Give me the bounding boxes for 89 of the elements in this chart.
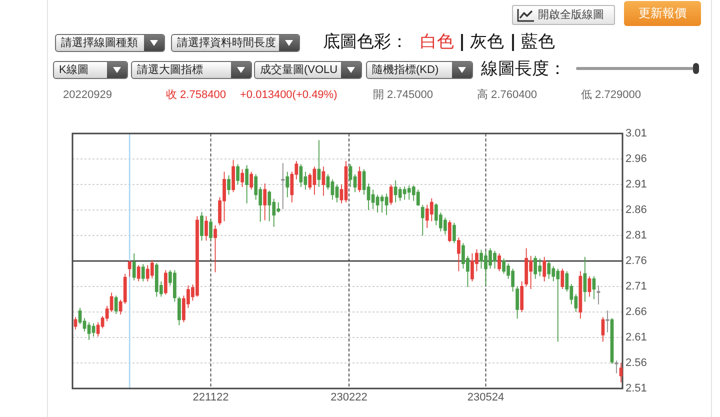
candlestick xyxy=(74,316,78,330)
y-tick-label: 2.71 xyxy=(626,280,647,292)
candlestick xyxy=(92,322,96,337)
y-tick-label: 2.81 xyxy=(626,229,647,242)
candlestick xyxy=(542,256,546,282)
candlestick xyxy=(299,164,303,188)
x-tick-label: 230222 xyxy=(330,392,368,404)
select: 請選大圖指標 xyxy=(131,61,252,79)
y-tick-label: 2.56 xyxy=(626,356,647,369)
candlestick xyxy=(286,171,290,198)
candlestick xyxy=(330,178,334,200)
candlestick xyxy=(534,255,538,280)
y-tick-label: 2.91 xyxy=(626,178,647,190)
candlestick xyxy=(164,270,168,296)
candlestick xyxy=(601,316,605,342)
candlestick xyxy=(452,222,456,244)
candlestick xyxy=(614,360,618,374)
candlestick xyxy=(178,296,181,326)
select: 隨機指標(KD) xyxy=(366,61,473,79)
text: 線圖長度： xyxy=(481,59,566,79)
y-tick-label: 2.51 xyxy=(626,382,647,394)
candlestick xyxy=(448,220,452,243)
text: 低 2.729000 xyxy=(581,89,641,102)
x-tick-label: 230524 xyxy=(467,392,504,404)
candlestick xyxy=(596,285,600,305)
candlestick xyxy=(250,171,254,190)
candlestick xyxy=(281,162,285,210)
candlestick xyxy=(416,189,420,206)
candlestick xyxy=(128,260,132,278)
candlestick xyxy=(619,362,623,383)
candlestick xyxy=(136,264,140,282)
select: 成交量圖(VOLU xyxy=(254,61,362,79)
candlestick xyxy=(498,252,501,272)
candlestick xyxy=(172,270,176,302)
candlestick xyxy=(384,193,388,216)
candlestick xyxy=(236,164,240,185)
candlestick xyxy=(547,260,551,280)
text: 白色 xyxy=(420,32,454,52)
candlestick xyxy=(141,264,145,282)
candlestick xyxy=(606,310,610,333)
candlestick xyxy=(317,140,321,188)
candlestick xyxy=(344,160,348,203)
candlestick xyxy=(588,276,592,298)
candlestick xyxy=(245,164,249,204)
candlestick xyxy=(610,318,614,364)
y-tick-label: 2.66 xyxy=(626,306,647,318)
candlestick xyxy=(209,218,212,242)
button: 更新報價 xyxy=(624,1,701,26)
candlestick xyxy=(358,166,362,193)
candlestick xyxy=(204,216,208,242)
text: 藍色 xyxy=(521,32,555,52)
text: 高 2.760400 xyxy=(477,89,537,102)
y-tick-label: 2.61 xyxy=(626,331,647,344)
text: +0.013400(+0.49%) xyxy=(240,89,338,102)
y-tick-label: 2.96 xyxy=(626,152,647,165)
candlestick xyxy=(524,248,528,287)
candlestick xyxy=(200,212,204,242)
candlestick xyxy=(263,183,267,221)
text: 灰色 xyxy=(470,32,504,52)
candlestick xyxy=(232,160,235,193)
candlestick xyxy=(578,270,582,320)
candlestick xyxy=(583,256,587,302)
y-tick-label: 3.01 xyxy=(626,127,647,140)
candlestick xyxy=(516,286,519,320)
text: 收 2.758400 xyxy=(166,89,226,102)
y-tick-label: 2.76 xyxy=(626,254,647,267)
select: K線圖 xyxy=(53,61,128,79)
candlestick xyxy=(114,295,118,314)
button: 開啟全版線圖 xyxy=(512,5,615,25)
select: 請選擇資料時間長度 xyxy=(171,34,300,52)
candlestick xyxy=(420,204,424,236)
select: 請選擇線圖種類 xyxy=(55,34,165,52)
candlestick xyxy=(389,184,393,206)
candlestick xyxy=(560,268,564,290)
candlestick xyxy=(227,174,230,196)
candlestick xyxy=(457,237,460,272)
candlestick xyxy=(240,168,244,188)
text: 底圖色彩： xyxy=(323,32,408,52)
y-tick-label: 2.86 xyxy=(626,204,647,216)
candlestick xyxy=(520,280,524,312)
candlestick xyxy=(592,276,596,300)
candlestick xyxy=(150,260,154,279)
text: 開 2.745000 xyxy=(373,89,433,102)
candlestick xyxy=(87,322,91,340)
candlestick xyxy=(132,252,136,281)
text: 20220929 xyxy=(63,89,112,102)
candlestick xyxy=(322,166,326,196)
x-tick-label: 221122 xyxy=(192,392,229,404)
candlestick xyxy=(214,224,217,273)
